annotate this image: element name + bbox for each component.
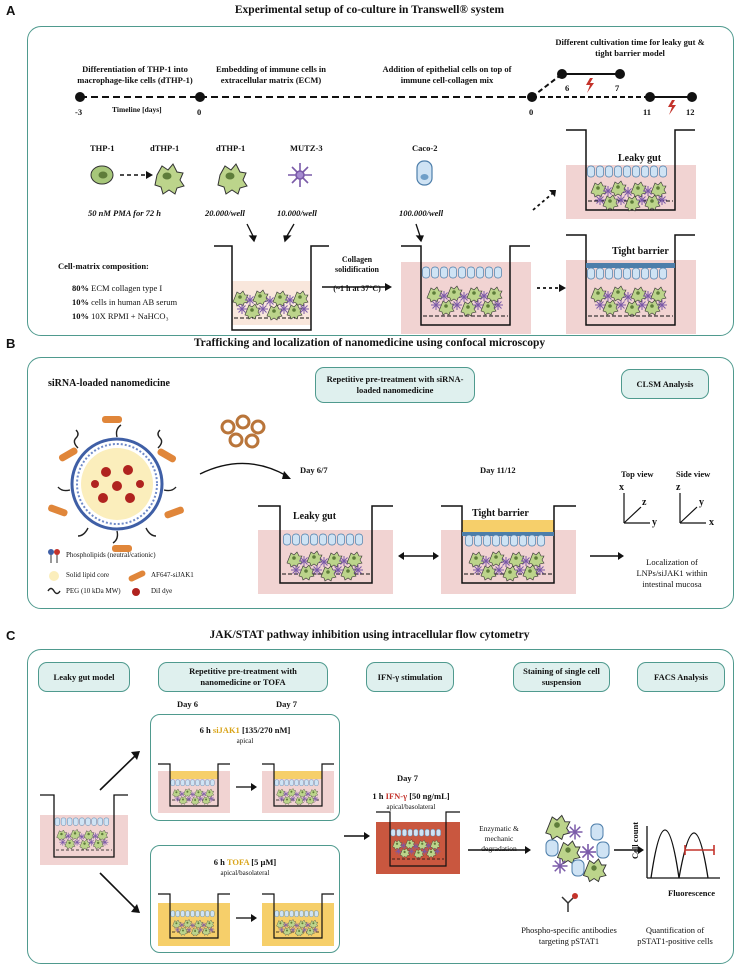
day-label-b1: Day 6/7	[300, 465, 328, 475]
tick-7: 7	[615, 83, 620, 93]
cell-label-thp1: THP-1	[90, 143, 115, 153]
section-b-title: Trafficking and localization of nanomedi…	[193, 337, 546, 349]
localization-text: Localization of LNPs/siJAK1 within intes…	[636, 557, 708, 590]
section-c-letter: C	[6, 628, 16, 643]
leaky-label-a: Leaky gut	[618, 153, 662, 164]
sijak1-treatment-panel	[150, 714, 340, 821]
facs-y-label: Cell count	[630, 821, 640, 859]
pretreat-box-b: Repetitive pre-treatment with siRNA-load…	[315, 367, 475, 403]
timeline-label: Timeline [days]	[112, 105, 162, 114]
step-embedding: Embedding of immune cells in extracellul…	[215, 64, 327, 86]
legend-dil: DiI dye	[151, 587, 173, 595]
legend-peg: PEG (10 kDa MW)	[66, 587, 121, 595]
collagen-label: Collagen solidification (~1 h at 37°C)	[333, 255, 381, 293]
step-addition: Addition of epithelial cells on top of i…	[382, 64, 512, 86]
pretreat-box-c: Repetitive pre-treatment with nanomedici…	[158, 662, 328, 692]
tick-0b: 0	[529, 107, 534, 117]
legend-phospholipids: Phospholipids (neutral/cationic)	[66, 551, 156, 559]
tight-label-b: Tight barrier	[472, 508, 529, 519]
legend-sijak1: AF647-siJAK1	[151, 571, 194, 579]
matrix-item-1: 80% ECM collagen type I	[72, 283, 163, 293]
section-b-letter: B	[6, 336, 16, 351]
ifn-box: IFN-γ stimulation	[366, 662, 454, 692]
antibodies-text: Phospho-specific antibodies targeting pS…	[521, 925, 617, 947]
legend-lipid-core: Solid lipid core	[66, 571, 110, 579]
day-label-b2: Day 11/12	[480, 465, 516, 475]
side-axis-y: y	[699, 497, 704, 508]
cell-label-mutz3: MUTZ-3	[290, 143, 323, 153]
nanomedicine-title: siRNA-loaded nanomedicine	[48, 378, 170, 389]
condition-caco2: 100.000/well	[399, 208, 444, 218]
condition-mutz3: 10.000/well	[277, 208, 317, 218]
staining-box: Staining of single cell suspension	[513, 662, 610, 692]
condition-pma: 50 nM PMA for 72 h	[88, 208, 161, 218]
cell-label-dthp1-2: dTHP-1	[216, 143, 246, 153]
section-a-title: Experimental setup of co-culture in Tran…	[234, 4, 505, 16]
panel-a	[27, 26, 734, 336]
facs-box: FACS Analysis	[637, 662, 725, 692]
ifn-sub: apical/basolateral	[386, 803, 436, 811]
matrix-item-3: 10% 10X RPMI + NaHCO₃	[72, 311, 169, 321]
day6-label: Day 6	[177, 699, 199, 709]
ifn-condition: 1 h IFN-γ [50 ng/mL]	[372, 791, 450, 801]
sijak1-sub: apical	[236, 737, 254, 745]
matrix-item-2: 10% cells in human AB serum	[72, 297, 178, 307]
condition-dthp1: 20.000/well	[205, 208, 245, 218]
cell-label-caco2: Caco-2	[412, 143, 438, 153]
leaky-model-box: Leaky gut model	[38, 662, 130, 692]
step-differentiation: Differentiation of THP-1 into macrophage…	[77, 64, 193, 86]
section-a-letter: A	[6, 3, 16, 18]
tofa-treatment-panel	[150, 845, 340, 953]
side-axis-x: x	[709, 517, 714, 528]
step-cultivation: Different cultivation time for leaky gut…	[555, 37, 705, 59]
tofa-condition: 6 h TOFA [5 µM]	[213, 857, 277, 867]
section-c-title: JAK/STAT pathway inhibition using intrac…	[209, 629, 530, 641]
matrix-title: Cell-matrix composition:	[58, 261, 149, 271]
tick-6: 6	[565, 83, 570, 93]
tight-label-a: Tight barrier	[612, 246, 669, 257]
side-axis-z: z	[676, 482, 681, 493]
top-axis-z: z	[642, 497, 647, 508]
tick-0a: 0	[197, 107, 202, 117]
tick-minus3: -3	[75, 107, 83, 117]
quantification-text: Quantification of pSTAT1-positive cells	[637, 925, 713, 947]
tick-12: 12	[686, 107, 695, 117]
side-view-label: Side view	[676, 469, 711, 479]
leaky-label-b: Leaky gut	[293, 511, 337, 522]
tofa-sub: apical/basolateral	[220, 869, 270, 877]
top-view-label: Top view	[621, 469, 654, 479]
panel-b	[27, 357, 734, 609]
tick-11: 11	[643, 107, 652, 117]
clsm-box: CLSM Analysis	[621, 369, 709, 399]
panel-c	[27, 649, 734, 964]
facs-x-label: Fluorescence	[668, 888, 716, 898]
top-axis-x: x	[619, 482, 624, 493]
cell-label-dthp1: dTHP-1	[150, 143, 180, 153]
ifn-day-label: Day 7	[397, 773, 419, 783]
degradation-text: Enzymatic & mechanic degradation	[479, 824, 519, 853]
day7-label: Day 7	[276, 699, 298, 709]
sijak1-condition: 6 h siJAK1 [135/270 nM]	[199, 725, 291, 735]
top-axis-y: y	[652, 517, 657, 528]
